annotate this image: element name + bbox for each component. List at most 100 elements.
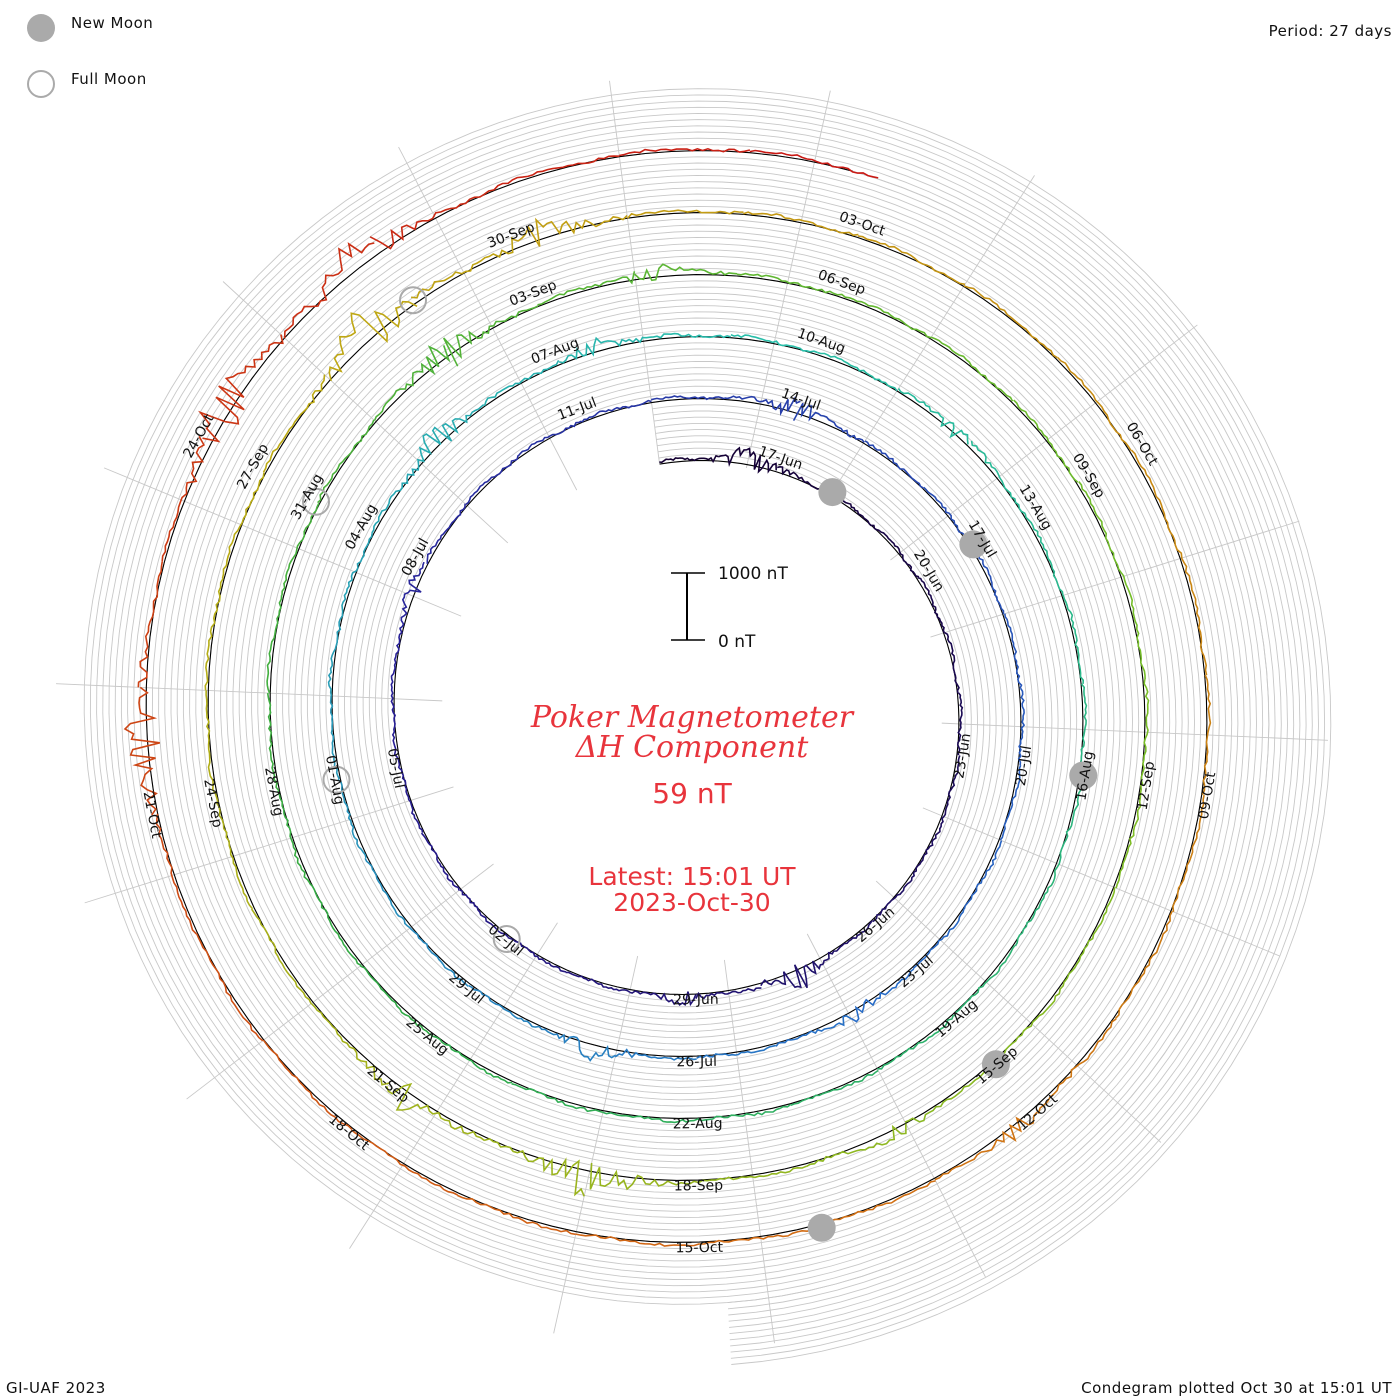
series-segment [581, 399, 652, 423]
series-segment [205, 690, 219, 803]
series-segment [204, 578, 224, 691]
date-tick-label: 15-Sep [973, 1044, 1021, 1088]
radial-spoke [890, 324, 1198, 561]
series-segment [1130, 449, 1183, 559]
series-segment [337, 778, 367, 859]
series-segment [614, 1048, 697, 1061]
series-segment [369, 189, 494, 250]
radial-spoke [875, 880, 1162, 1143]
grid-spiral [120, 125, 1295, 1328]
new-moon-marker [818, 478, 847, 507]
grid-spiral [127, 131, 1288, 1322]
series-segment [517, 420, 582, 457]
series-segment [266, 595, 283, 694]
series-segment [1123, 576, 1146, 680]
date-tick-label: 23-Jun [951, 732, 974, 780]
series-segment [1014, 863, 1060, 947]
legend-new-moon: New Moon [27, 14, 153, 42]
series-segment [944, 631, 960, 693]
date-tick-label: 13-Aug [1016, 482, 1055, 533]
radial-spoke [930, 520, 1300, 638]
series-segment [963, 840, 1003, 910]
grid-spiral [89, 94, 1326, 1359]
series-segment [912, 908, 965, 970]
series-segment [161, 435, 205, 562]
radial-spoke [222, 281, 509, 544]
series-segment [737, 272, 838, 296]
current-value: 59 nT [652, 777, 732, 810]
series-segment [457, 1194, 576, 1236]
credit-label: GI-UAF 2023 [6, 1379, 106, 1397]
new-moon-icon [27, 14, 55, 42]
grid-spiral [139, 143, 1276, 1310]
series-segment [483, 360, 560, 407]
legend-full-moon-label: Full Moon [71, 70, 147, 88]
series-segment [328, 300, 418, 381]
series-segment [565, 971, 631, 993]
date-tick-label: 15-Oct [676, 1240, 724, 1257]
series-segment [837, 293, 932, 339]
series-segment [411, 237, 514, 299]
grid-spiral [114, 119, 1301, 1335]
series-segment [790, 1069, 879, 1106]
radial-spoke [806, 933, 986, 1278]
series-segment [398, 767, 424, 833]
moon-layer [301, 286, 1098, 1242]
date-tick-label: 26-Jun [853, 904, 898, 946]
chart-subtitle: ΔH Component [575, 730, 809, 765]
series-segment [483, 1138, 585, 1197]
series-segment [277, 790, 311, 884]
series-segment [459, 889, 509, 938]
date-tick-label: 11-Jul [555, 395, 599, 424]
series-segment [850, 968, 915, 1023]
series-segment [1114, 911, 1173, 1019]
series-segment [538, 1026, 617, 1062]
series-segment [465, 455, 519, 506]
series-segment [1062, 595, 1085, 684]
series-segment [953, 945, 1016, 1017]
radial-spoke [186, 863, 494, 1100]
series-segment [283, 242, 375, 339]
series-segment [805, 1123, 907, 1168]
series-segment [364, 857, 411, 929]
series-segment [697, 1103, 792, 1122]
series-segment [749, 149, 879, 179]
series-segment [730, 334, 818, 354]
date-tick-label: 17-Jun [756, 443, 804, 473]
series-segment [1037, 1018, 1117, 1114]
radial-spoke [84, 786, 454, 904]
series-segment [281, 502, 320, 596]
series-segment [1024, 513, 1064, 596]
date-tick-label: 05-Jul [384, 747, 407, 790]
new-moon-marker [1069, 761, 1098, 790]
date-tick-label: 18-Oct [325, 1111, 372, 1154]
radial-spoke [349, 922, 558, 1249]
series-segment [695, 987, 762, 1000]
series-segment [468, 984, 540, 1028]
radial-spoke [941, 722, 1328, 741]
series-layer [123, 147, 1212, 1247]
series-segment [575, 1233, 700, 1247]
series-segment [558, 336, 644, 364]
radial-spoke [745, 90, 831, 469]
series-segment [390, 628, 403, 700]
series-segment [817, 351, 898, 392]
series-segment [250, 908, 312, 1005]
scale-bar: 1000 nT 0 nT [671, 564, 788, 652]
series-segment [930, 336, 1014, 402]
date-tick-label: 29-Jun [673, 992, 719, 1009]
series-segment [696, 1044, 777, 1059]
series-segment [442, 305, 539, 367]
legend-full-moon: Full Moon [27, 70, 147, 98]
date-tick-label: 26-Jul [676, 1054, 717, 1071]
series-segment [878, 529, 920, 578]
series-segment [426, 503, 466, 564]
series-segment [1079, 683, 1088, 776]
series-segment [1004, 613, 1023, 689]
latest-date: 2023-Oct-30 [613, 888, 770, 917]
date-tick-label: 12-Sep [1135, 760, 1159, 811]
series-segment [602, 1111, 698, 1124]
latest-time: Latest: 15:01 UT [588, 862, 796, 891]
radial-spoke [922, 807, 1281, 957]
series-segment [537, 271, 636, 306]
